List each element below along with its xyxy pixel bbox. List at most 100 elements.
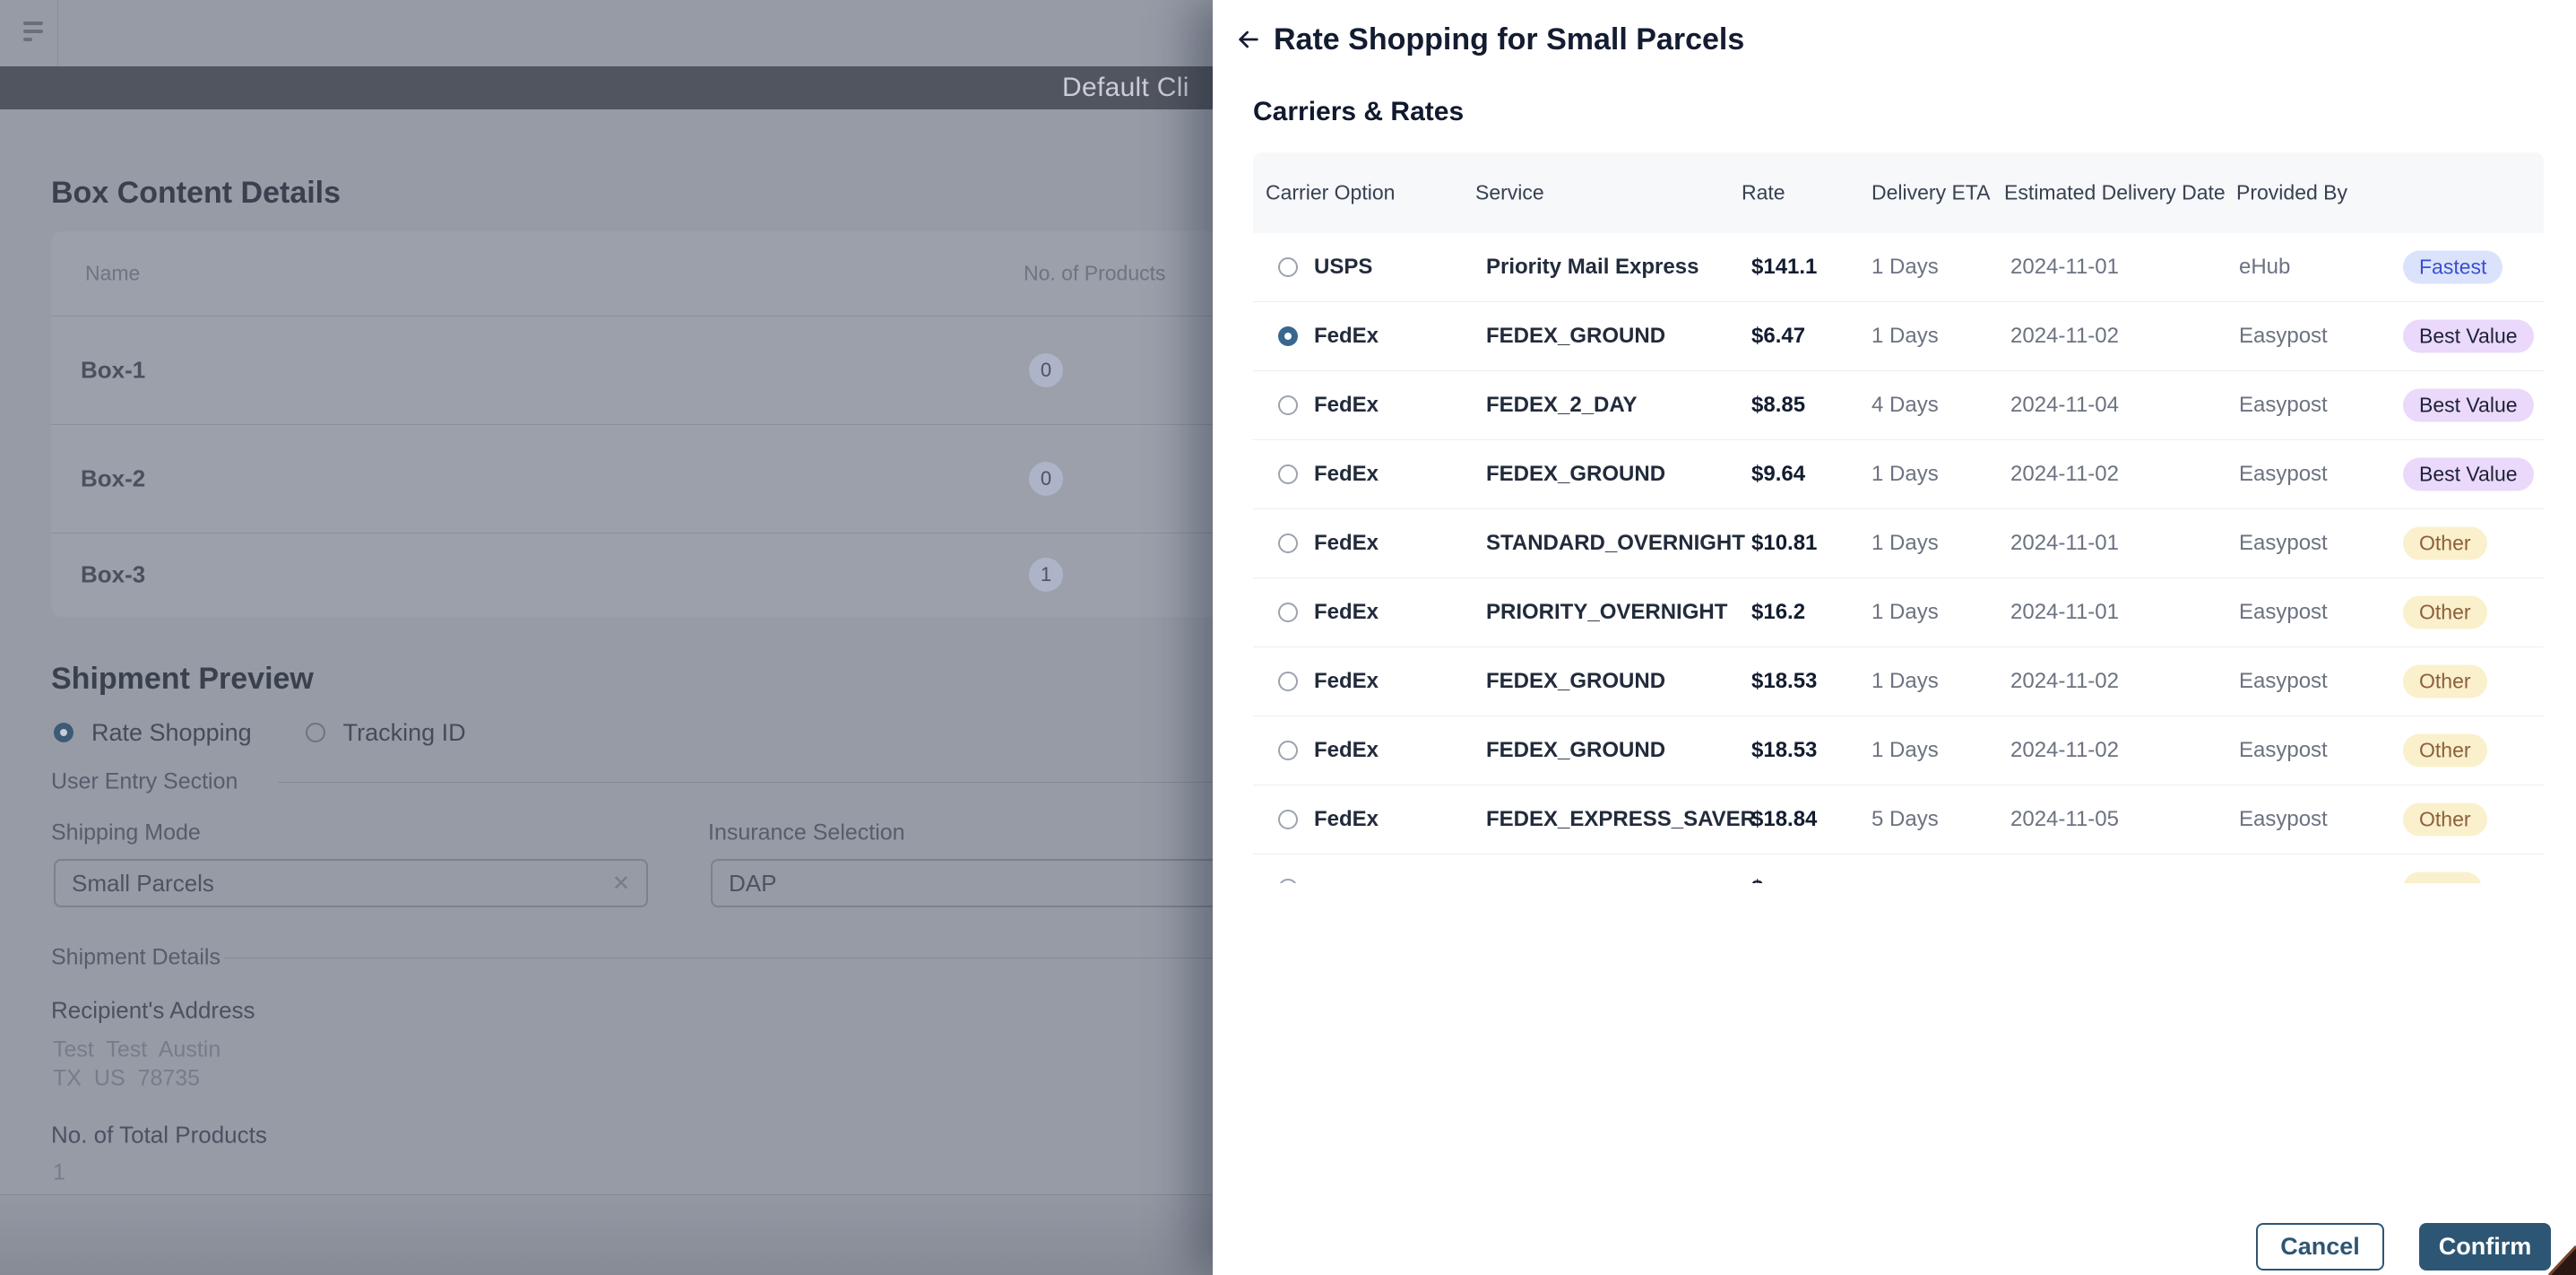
provided-by: eHub [2239,255,2291,279]
carrier-name: FedEx [1314,531,1379,555]
section-divider [278,782,1219,783]
column-header-name: Name [85,261,141,285]
rate-option-radio[interactable] [1278,741,1298,760]
rate-shopping-radio-label: Rate Shopping [91,718,252,746]
col-provided-by: Provided By [2236,180,2348,204]
rate-shopping-drawer: Rate Shopping for Small Parcels Carriers… [1213,0,2576,1275]
rate-row[interactable]: FedEx FEDEX_GROUND $9.64 1 Days 2024-11-… [1253,440,2544,509]
shipment-details-label: Shipment Details [51,944,220,970]
product-count-badge: 0 [1029,352,1063,387]
carrier-name: FedEx [1314,807,1379,831]
service-name: STANDARD_OVERNIGHT [1486,531,1745,555]
delivery-date: 2024-11-02 [2010,462,2119,486]
table-row[interactable]: Box-1 0 [51,316,1225,424]
product-count-badge: 0 [1029,461,1063,496]
rate-badge: Fastest [2403,250,2503,284]
delivery-date: 2024-11-02 [2010,738,2119,762]
delivery-eta: 4 Days [1871,393,1939,417]
tracking-id-radio[interactable] [305,723,325,742]
rate-row[interactable]: FedEx FEDEX_GROUND $18.53 1 Days 2024-11… [1253,716,2544,785]
rate-row[interactable]: FedEx FEDEX_2_DAY $8.85 4 Days 2024-11-0… [1253,371,2544,440]
delivery-eta: 1 Days [1871,531,1939,555]
col-service: Service [1475,180,1544,204]
rate-value: $16.2 [1751,600,1806,624]
total-products-label: No. of Total Products [51,1121,267,1149]
delivery-eta: 1 Days [1871,255,1939,279]
rate-row-partial[interactable]: $ [1253,854,2544,883]
provided-by: Easypost [2239,531,2328,555]
column-header-products: No. of Products [1024,261,1166,285]
confirm-button[interactable]: Confirm [2419,1223,2551,1271]
rate-option-radio[interactable] [1278,533,1298,553]
carrier-name: FedEx [1314,738,1379,762]
rate-row[interactable]: FedEx FEDEX_GROUND $18.53 1 Days 2024-11… [1253,647,2544,716]
delivery-eta: 1 Days [1871,600,1939,624]
provided-by: Easypost [2239,324,2328,348]
rate-badge: Other [2403,526,2487,560]
rate-option-radio[interactable] [1278,603,1298,622]
carrier-name: FedEx [1314,324,1379,348]
insurance-selection-value: DAP [729,869,777,897]
delivery-eta: 1 Days [1871,462,1939,486]
rate-value: $18.53 [1751,669,1818,693]
delivery-date: 2024-11-02 [2010,324,2119,348]
rate-badge: Other [2403,664,2487,698]
rate-value: $ [1751,876,1763,883]
user-entry-section-label: User Entry Section [51,768,238,794]
service-name: FEDEX_EXPRESS_SAVER [1486,807,1756,831]
rate-option-radio[interactable] [1278,395,1298,415]
rate-value: $18.53 [1751,738,1818,762]
provided-by: Easypost [2239,462,2328,486]
drawer-header: Rate Shopping for Small Parcels [1231,22,1744,57]
rate-row[interactable]: FedEx STANDARD_OVERNIGHT $10.81 1 Days 2… [1253,509,2544,578]
box-name: Box-2 [81,464,146,491]
delivery-date: 2024-11-04 [2010,393,2119,417]
back-button[interactable] [1231,22,1266,57]
rate-option-radio[interactable] [1278,464,1298,484]
service-name: FEDEX_2_DAY [1486,393,1638,417]
rate-row[interactable]: USPS Priority Mail Express $141.1 1 Days… [1253,233,2544,302]
service-name: FEDEX_GROUND [1486,462,1666,486]
rate-value: $10.81 [1751,531,1818,555]
rate-row[interactable]: FedEx PRIORITY_OVERNIGHT $16.2 1 Days 20… [1253,578,2544,647]
recipient-address-line1: Test Test Austin [53,1036,221,1062]
insurance-selection-label: Insurance Selection [708,820,905,846]
rate-row[interactable]: FedEx FEDEX_EXPRESS_SAVER $18.84 5 Days … [1253,785,2544,854]
cancel-button[interactable]: Cancel [2256,1223,2384,1271]
shipping-mode-value: Small Parcels [72,869,214,897]
clear-icon[interactable]: ✕ [611,871,630,896]
col-rate: Rate [1742,180,1785,204]
rate-row[interactable]: FedEx FEDEX_GROUND $6.47 1 Days 2024-11-… [1253,302,2544,371]
box-content-table: Name No. of Products Box-1 0 Box-2 0 Box… [51,231,1225,617]
table-divider [51,424,1225,425]
rate-option-radio-selected[interactable] [1278,326,1298,346]
rate-shopping-radio[interactable] [54,723,73,742]
table-row[interactable]: Box-3 1 [51,533,1225,617]
recipient-address-label: Recipient's Address [51,996,255,1024]
col-carrier-option: Carrier Option [1266,180,1396,204]
rate-option-radio[interactable] [1278,257,1298,277]
rate-option-radio[interactable] [1278,810,1298,829]
rate-option-radio[interactable] [1278,672,1298,691]
table-row[interactable]: Box-2 0 [51,424,1225,533]
rate-badge: Best Value [2403,388,2534,422]
service-name: PRIORITY_OVERNIGHT [1486,600,1728,624]
shipment-preview-title: Shipment Preview [51,662,314,696]
delivery-eta: 1 Days [1871,669,1939,693]
carrier-name: FedEx [1314,669,1379,693]
total-products-value: 1 [53,1159,65,1185]
provided-by: Easypost [2239,393,2328,417]
table-divider [51,316,1225,317]
rate-option-radio[interactable] [1278,879,1298,883]
recipient-address-line2: TX US 78735 [53,1065,201,1091]
shipment-mode-radio-group: Rate Shopping Tracking ID [54,719,520,746]
rate-badge: Best Value [2403,319,2534,353]
hamburger-menu-icon[interactable] [23,22,45,41]
shipping-mode-input[interactable]: Small Parcels ✕ [54,859,648,907]
top-navbar [0,0,2576,66]
box-name: Box-1 [81,356,146,383]
delivery-eta: 1 Days [1871,324,1939,348]
rate-badge: Other [2403,595,2487,629]
provided-by: Easypost [2239,600,2328,624]
drawer-title: Rate Shopping for Small Parcels [1274,22,1745,56]
